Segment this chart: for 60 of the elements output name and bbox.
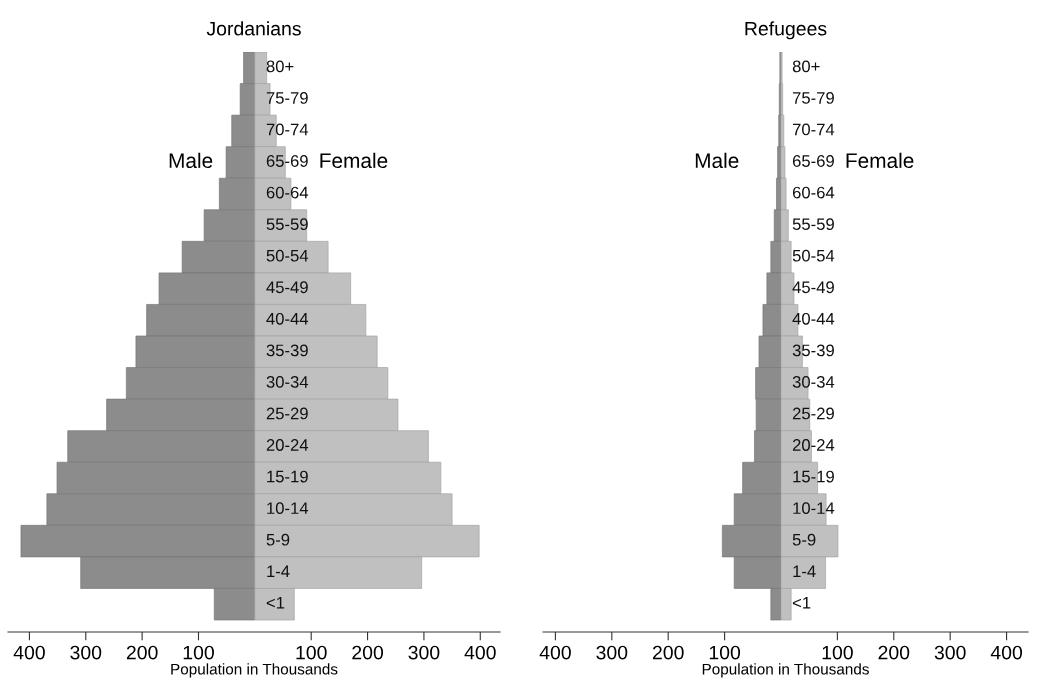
y-tick-label: 40-44 xyxy=(792,312,835,325)
y-tick-label: 10-14 xyxy=(793,502,835,515)
y-tick-label: <1 xyxy=(266,597,285,609)
x-tick-label: 100 xyxy=(296,645,327,660)
y-tick-label: 35-39 xyxy=(266,344,308,357)
y-tick-label: 60-64 xyxy=(792,186,835,199)
text: Female xyxy=(846,152,914,169)
x-tick-label: 300 xyxy=(596,645,628,660)
y-tick-label: 75-79 xyxy=(792,92,834,104)
y-tick-label: 30-34 xyxy=(792,376,835,388)
y-tick-label: 30-34 xyxy=(266,376,309,388)
y-tick-label: 50-54 xyxy=(266,249,309,262)
y-tick-label: 50-54 xyxy=(792,249,835,262)
x-tick-label: 100 xyxy=(822,645,853,660)
y-tick-label: 10-14 xyxy=(267,502,309,515)
x-tick-label: 100 xyxy=(183,645,214,660)
y-tick-label: 1-4 xyxy=(793,565,816,577)
x-tick-label: 100 xyxy=(709,645,741,660)
y-tick-label: 1-4 xyxy=(267,565,290,577)
chart-title: Refugees xyxy=(745,21,827,40)
y-tick-label: 35-39 xyxy=(792,344,834,357)
series-label: Male xyxy=(169,152,213,169)
y-tick-label: 80+ xyxy=(266,60,294,73)
x-tick-label: 300 xyxy=(934,645,966,660)
y-tick-label: 55-59 xyxy=(266,218,308,231)
x-tick-label: 200 xyxy=(878,645,910,660)
y-tick-label: 80+ xyxy=(792,60,820,73)
y-tick-label: 15-19 xyxy=(267,470,308,483)
x-tick-label: 300 xyxy=(408,645,440,660)
x-tick-label: 400 xyxy=(990,645,1023,660)
y-tick-label: 75-79 xyxy=(266,92,308,104)
x-tick-label: 400 xyxy=(464,645,496,660)
x-axis-title: Population in Thousands xyxy=(702,663,869,678)
chart-title: Jordanians xyxy=(206,21,301,36)
x-tick-label: 400 xyxy=(13,645,45,660)
y-tick-label: 65-69 xyxy=(266,155,308,167)
y-tick-label: 60-64 xyxy=(266,186,309,199)
y-tick-label: 20-24 xyxy=(266,439,309,451)
y-tick-label: 15-19 xyxy=(793,470,834,483)
y-tick-label: 5-9 xyxy=(266,533,290,546)
x-tick-label: 400 xyxy=(539,645,571,660)
y-tick-label: <1 xyxy=(792,597,811,609)
y-tick-label: 5-9 xyxy=(792,533,816,546)
y-tick-label: 65-69 xyxy=(792,155,834,167)
x-tick-label: 200 xyxy=(652,645,684,660)
y-tick-label: 45-49 xyxy=(266,281,308,294)
series-label: Male xyxy=(695,152,739,169)
series-label: Female xyxy=(320,152,388,169)
y-tick-label: 25-29 xyxy=(792,407,834,420)
y-tick-label: 70-74 xyxy=(792,123,835,136)
x-tick-label: 200 xyxy=(126,645,158,660)
y-tick-label: 40-44 xyxy=(266,312,309,325)
y-tick-label: 20-24 xyxy=(792,439,835,451)
x-tick-label: 200 xyxy=(352,645,384,660)
y-tick-label: 55-59 xyxy=(792,218,834,231)
x-axis-title: Population in Thousands xyxy=(171,663,338,678)
y-tick-label: 25-29 xyxy=(266,407,308,420)
x-tick-label: 300 xyxy=(70,645,102,660)
y-tick-label: 45-49 xyxy=(792,281,834,294)
y-tick-label: 70-74 xyxy=(266,123,309,136)
